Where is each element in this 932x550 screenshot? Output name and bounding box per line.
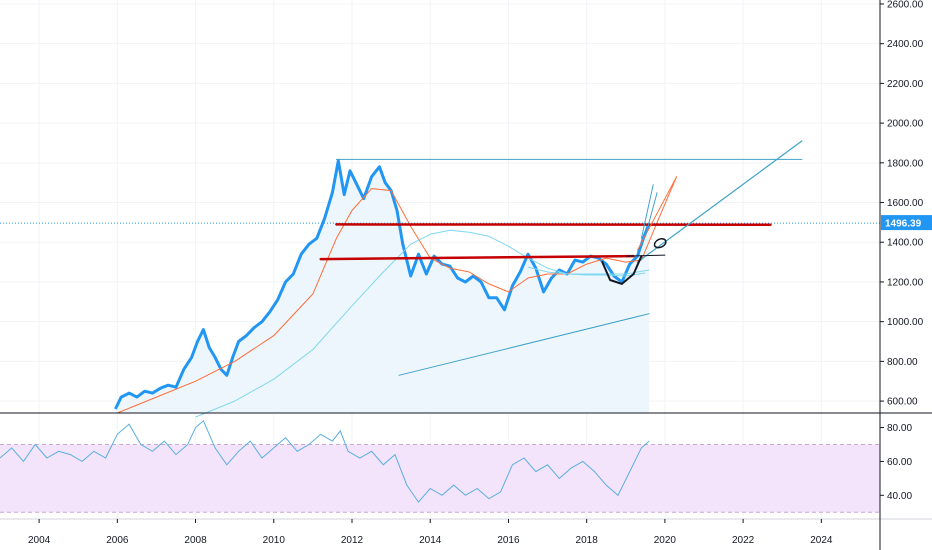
price-area-fill — [115, 160, 650, 413]
rsi-axis-label: 60.00 — [887, 457, 912, 468]
price-axis-label: 800.00 — [887, 357, 918, 368]
series-ma-fast — [117, 176, 678, 414]
series-rsi — [0, 419, 650, 503]
current-price-tag: 1496.39 — [881, 215, 932, 231]
current-price-label-bg — [881, 215, 932, 231]
price-axis-label: 2200.00 — [887, 79, 924, 90]
price-axis[interactable]: 600.00 800.00 1000.00 1200.00 1400.00 1600.00… — [880, 0, 924, 408]
drawing-rising-trendline — [398, 313, 650, 376]
ellipse-marker-icon — [653, 238, 667, 249]
price-axis-label: 1000.00 — [887, 317, 924, 328]
current-price-label: 1496.39 — [885, 219, 922, 230]
price-axis-label: 2000.00 — [887, 119, 924, 130]
time-axis[interactable]: 2004 2006 2008 2010 2012 2014 2016 2018 2020 2022… — [28, 519, 833, 546]
grid-lines — [0, 0, 880, 519]
price-axis-label: 2600.00 — [887, 0, 924, 10]
drawing-resistance-lower — [319, 254, 635, 261]
drawing-spike-a — [640, 184, 654, 239]
series-ma-slow — [195, 229, 650, 418]
price-axis-label: 1800.00 — [887, 158, 924, 169]
drawing-cup-curve — [601, 255, 643, 285]
drawing-spike-b — [644, 192, 658, 237]
series-layer — [0, 159, 880, 503]
price-axis-label: 2400.00 — [887, 39, 924, 50]
series-ma-slow-short — [527, 266, 646, 277]
rsi-axis-label: 80.00 — [887, 423, 912, 434]
price-axis-label: 600.00 — [887, 397, 918, 408]
time-axis-label: 2012 — [341, 535, 364, 546]
time-axis-label: 2020 — [654, 535, 677, 546]
price-axis-label: 1200.00 — [887, 277, 924, 288]
drawing-short-ray — [625, 254, 666, 257]
rsi-axis[interactable]: 40.00 60.00 80.00 — [880, 423, 912, 502]
time-axis-label: 2006 — [106, 535, 129, 546]
time-axis-label: 2008 — [184, 535, 207, 546]
rsi-band — [0, 443, 880, 513]
time-axis-label: 2022 — [732, 535, 755, 546]
price-area — [115, 160, 650, 413]
price-axis-label: 1400.00 — [887, 238, 924, 249]
drawing-short-steep-line — [637, 176, 678, 251]
rsi-axis-label: 40.00 — [887, 491, 912, 502]
time-axis-label: 2024 — [810, 535, 833, 546]
time-axis-label: 2010 — [263, 535, 286, 546]
drawing-tools-layer — [319, 140, 803, 376]
price-axis-label: 1600.00 — [887, 198, 924, 209]
time-axis-label: 2016 — [497, 535, 520, 546]
rsi-band-fill — [0, 444, 880, 513]
time-axis-label: 2004 — [28, 535, 51, 546]
time-axis-label: 2018 — [576, 535, 599, 546]
drawing-long-breakout-line — [636, 140, 803, 263]
time-axis-label: 2014 — [419, 535, 442, 546]
